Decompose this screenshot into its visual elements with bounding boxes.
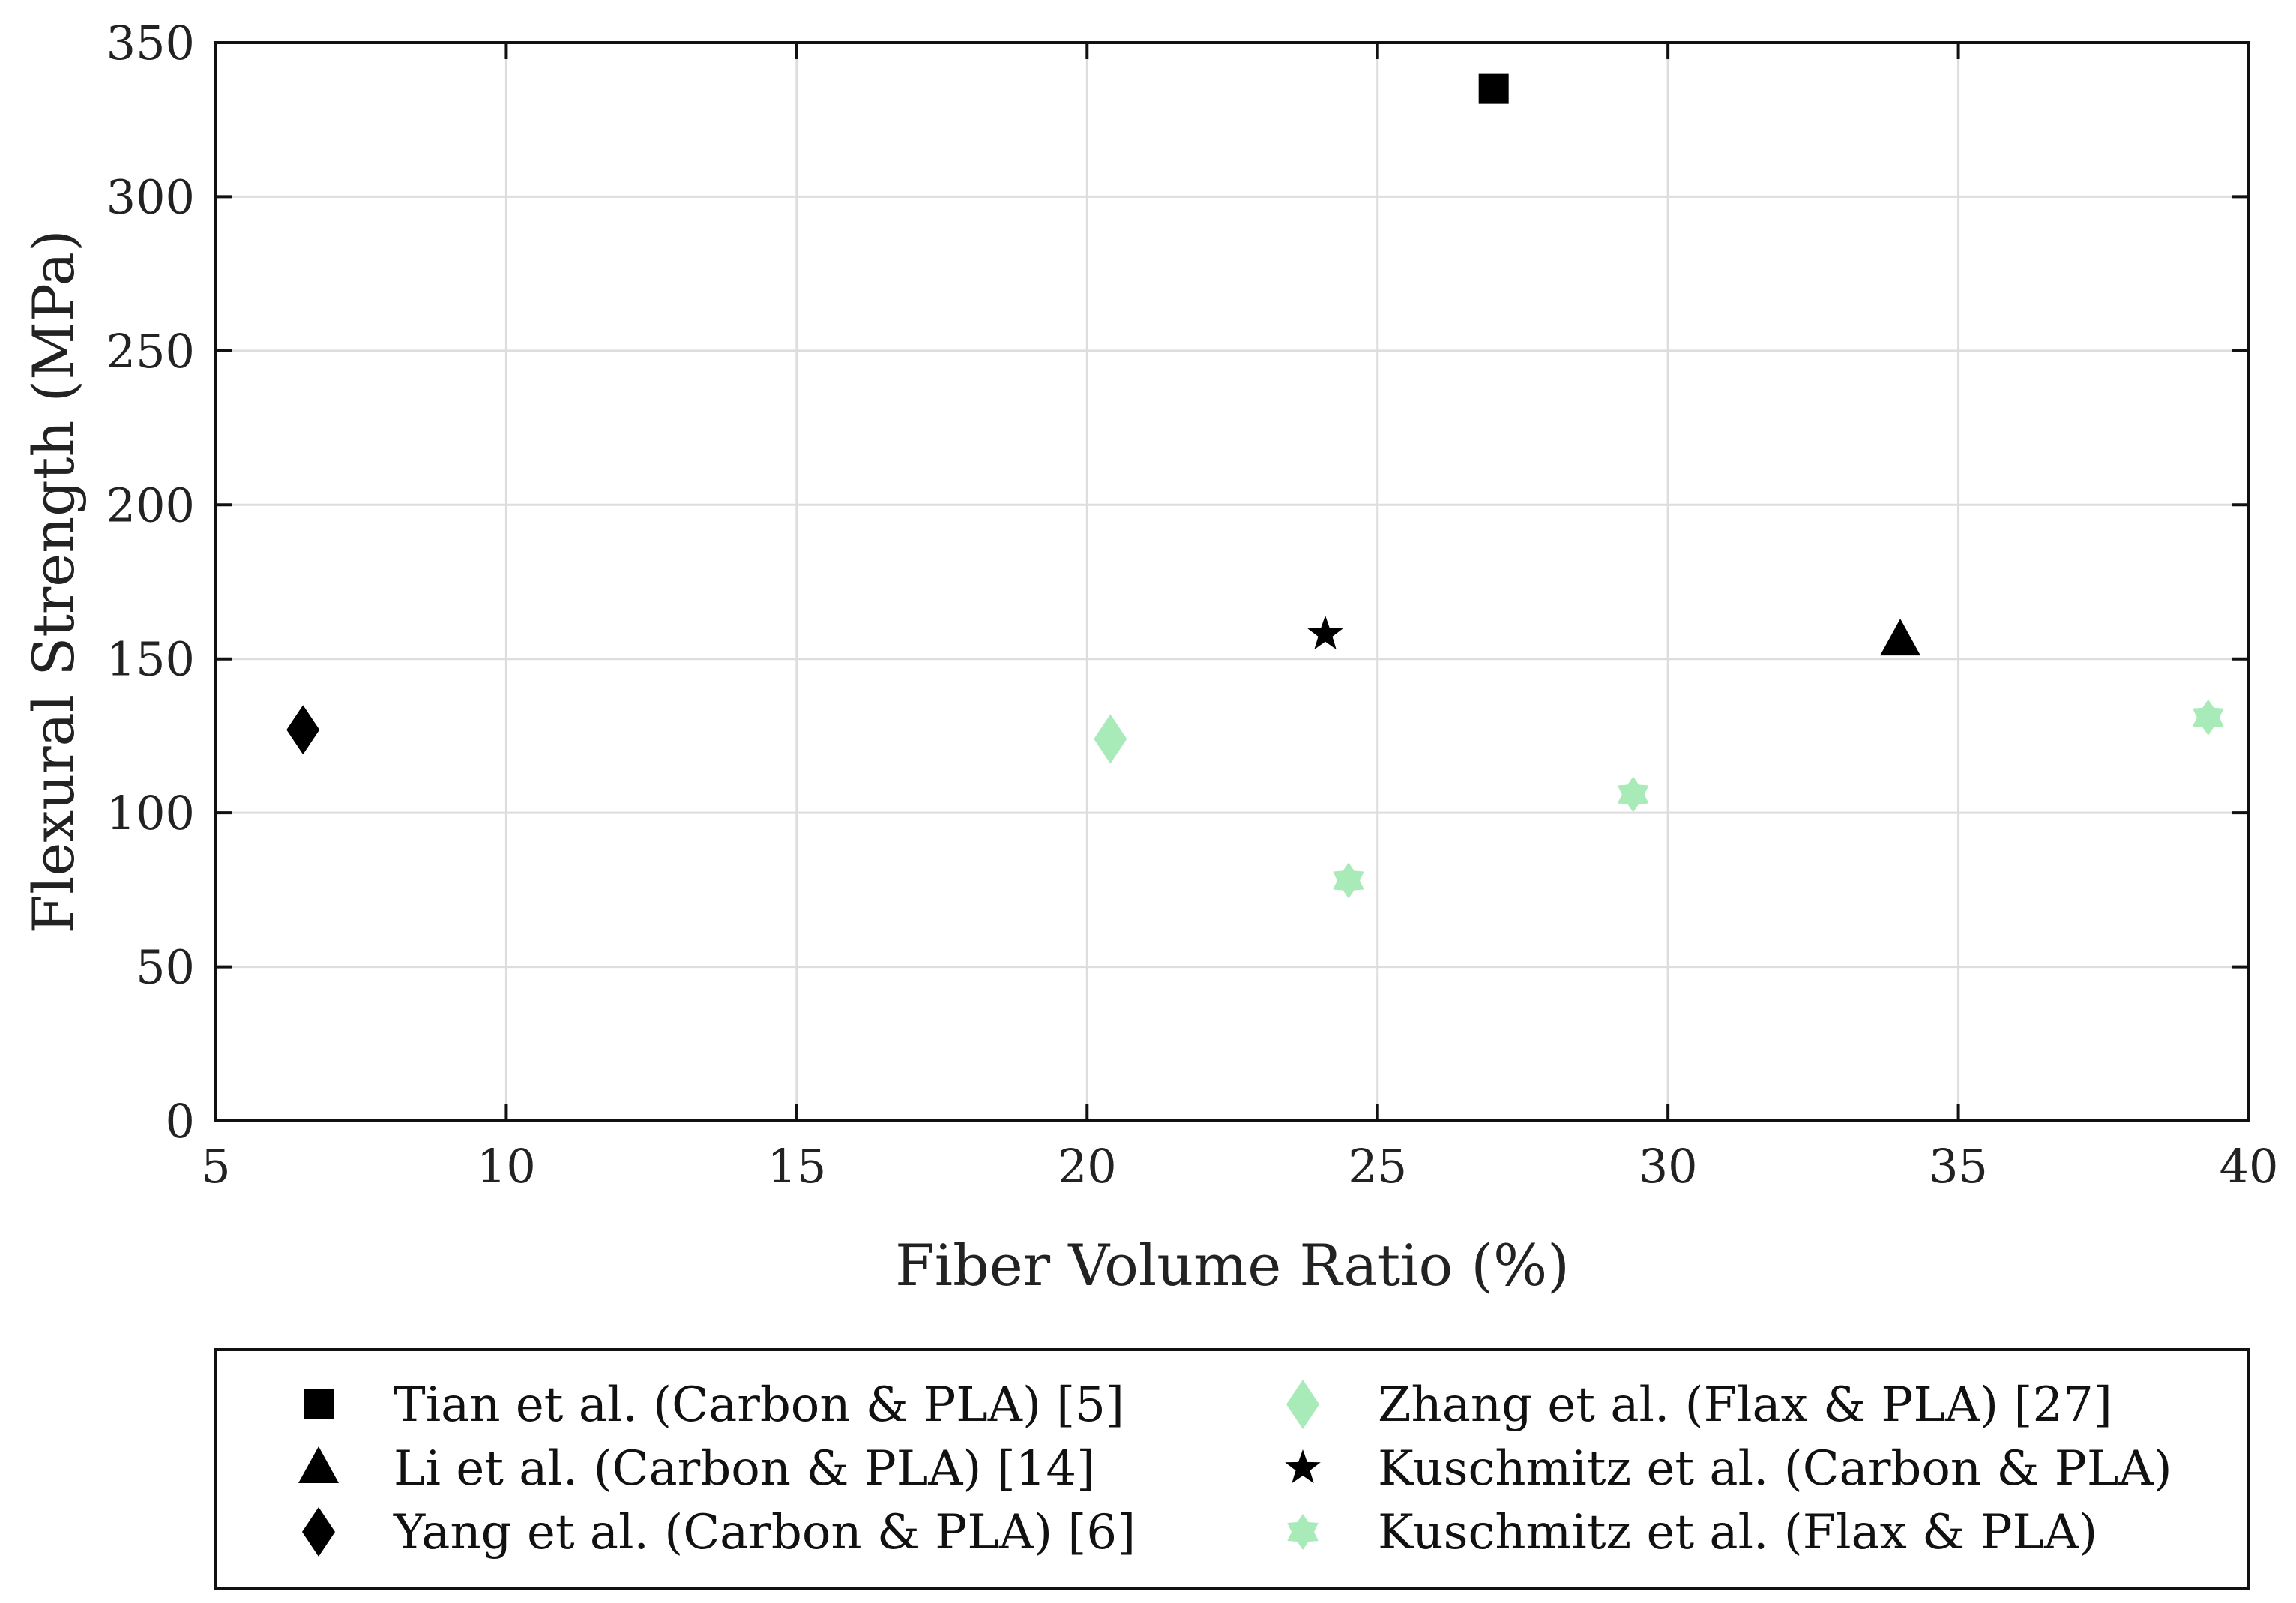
y-tick-label: 300: [106, 169, 195, 224]
legend-frame: [214, 1348, 2250, 1590]
data-points: [286, 73, 2224, 899]
legend-label-6: Kuschmitz et al. (Flax & PLA): [1378, 1505, 2097, 1560]
x-tick-label: 35: [1929, 1139, 1988, 1194]
legend-marker-6: [1287, 1514, 1319, 1550]
legend-marker-3: [302, 1507, 335, 1557]
x-tick-label: 20: [1058, 1139, 1117, 1194]
x-tick-label: 5: [201, 1139, 230, 1194]
y-tick-label: 100: [106, 786, 195, 840]
y-axis-title: Flexural Strength (MPa): [20, 229, 87, 933]
data-point-series-5-1: [1307, 615, 1343, 650]
legend: Tian et al. (Carbon & PLA) [5] Li et al. …: [214, 1348, 2250, 1590]
x-tick-label: 25: [1348, 1139, 1407, 1194]
x-tick-label: 30: [1639, 1139, 1698, 1194]
x-axis-title: Fiber Volume Ratio (%): [895, 1232, 1570, 1299]
legend-label-5: Kuschmitz et al. (Carbon & PLA): [1378, 1441, 2172, 1497]
legend-marker-5: [1285, 1449, 1321, 1484]
data-point-series-2-1: [1880, 619, 1921, 656]
y-tick-label: 50: [136, 940, 195, 995]
data-point-series-1-1: [1478, 73, 1509, 104]
y-tick-label: 200: [106, 478, 195, 532]
x-tick-label: 15: [767, 1139, 826, 1194]
y-tick-label: 0: [166, 1094, 195, 1149]
data-point-series-3-1: [286, 705, 320, 755]
data-point-series-6-1: [1333, 862, 1364, 899]
axis-ticks: 5 10 15 20 25 30 35 40 0 50 100 150 200 250 300 350: [106, 16, 2279, 1194]
data-point-series-4-1: [1094, 714, 1127, 764]
x-tick-label: 40: [2220, 1139, 2279, 1194]
legend-label-4: Zhang et al. (Flax & PLA) [27]: [1378, 1377, 2112, 1433]
grid-lines: [216, 43, 2249, 1121]
legend-marker-2: [298, 1446, 339, 1483]
legend-label-1: Tian et al. (Carbon & PLA) [5]: [394, 1377, 1124, 1433]
data-point-series-6-2: [1617, 776, 1649, 813]
x-tick-label: 10: [477, 1139, 536, 1194]
y-tick-label: 250: [106, 324, 195, 379]
data-point-series-6-3: [2193, 699, 2224, 736]
legend-marker-1: [304, 1389, 334, 1419]
legend-label-2: Li et al. (Carbon & PLA) [14]: [394, 1441, 1095, 1497]
legend-marker-4: [1286, 1380, 1319, 1429]
y-tick-label: 350: [106, 16, 195, 70]
plot-area-frame: [214, 41, 2250, 1122]
y-tick-label: 150: [106, 632, 195, 687]
legend-label-3: Yang et al. (Carbon & PLA) [6]: [393, 1505, 1136, 1560]
